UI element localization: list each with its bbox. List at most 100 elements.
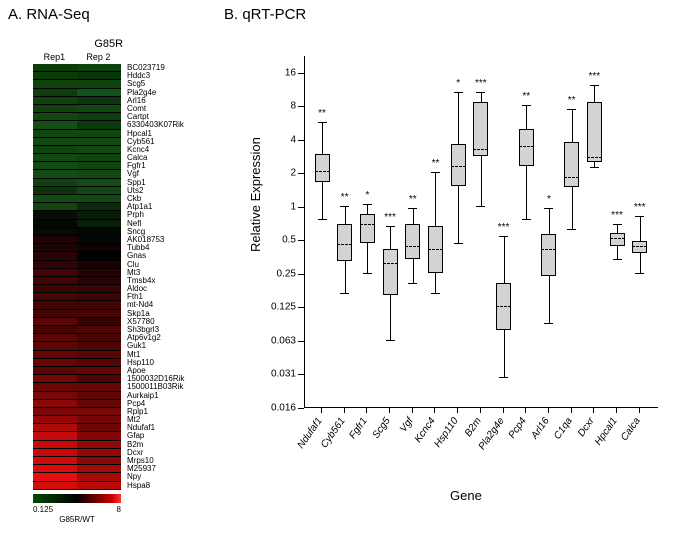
box-Hpcal1: *** <box>610 55 625 407</box>
box-Calca: *** <box>632 55 647 407</box>
heatmap-cell <box>33 383 77 391</box>
panel-b-label: B. qRT-PCR <box>224 6 306 23</box>
significance-mark: *** <box>588 71 600 82</box>
heatmap-cell <box>77 482 121 490</box>
y-tick-label: 1 <box>258 201 296 212</box>
x-tick <box>480 408 481 413</box>
heatmap-cell <box>77 326 121 334</box>
heatmap-cell <box>77 97 121 105</box>
x-tick <box>412 408 413 413</box>
significance-mark: ** <box>522 91 530 102</box>
heatmap-cell <box>33 367 77 375</box>
y-tick <box>298 374 304 375</box>
heatmap-cell <box>77 170 121 178</box>
y-tick-label: 2 <box>258 168 296 179</box>
y-tick-label: 0.125 <box>258 302 296 313</box>
heatmap-cell <box>33 80 77 88</box>
significance-mark: *** <box>611 210 623 221</box>
x-label: Arl16 <box>529 416 551 441</box>
heatmap-cell <box>77 80 121 88</box>
heatmap-cell <box>33 261 77 269</box>
scale-label: G85R/WT <box>33 515 121 524</box>
significance-mark: ** <box>432 158 440 169</box>
heatmap-cell <box>77 130 121 138</box>
heatmap-cell <box>77 432 121 440</box>
heatmap-cell <box>77 334 121 342</box>
heatmap-cell <box>33 482 77 490</box>
box-Hsp110: * <box>451 55 466 407</box>
y-tick-label: 0.5 <box>258 235 296 246</box>
x-tick <box>548 408 549 413</box>
heatmap-cell <box>33 187 77 195</box>
heatmap-cell <box>33 400 77 408</box>
x-tick <box>639 408 640 413</box>
heatmap-cell <box>33 64 77 72</box>
y-tick <box>298 73 304 74</box>
x-axis-title: Gene <box>450 488 482 503</box>
heatmap-cell <box>77 375 121 383</box>
heatmap-col-labels: Rep1 Rep 2 <box>33 52 121 62</box>
x-tick <box>571 408 572 413</box>
heatmap-scale: 0.125 8 G85R/WT <box>33 494 121 524</box>
heatmap-cell <box>33 351 77 359</box>
heatmap-cell <box>77 465 121 473</box>
box-Dcxr: *** <box>587 55 602 407</box>
box-Fgfr1: * <box>360 55 375 407</box>
y-tick <box>298 240 304 241</box>
heatmap-col-2: Rep 2 <box>86 52 110 62</box>
y-tick <box>298 140 304 141</box>
heatmap-cell <box>77 244 121 252</box>
heatmap-cell <box>77 408 121 416</box>
y-tick-label: 4 <box>258 134 296 145</box>
y-tick-label: 0.031 <box>258 369 296 380</box>
heatmap-cell <box>77 261 121 269</box>
heatmap-cell <box>77 318 121 326</box>
heatmap-rep2 <box>77 64 121 490</box>
heatmap-cell <box>33 146 77 154</box>
heatmap-col-1: Rep1 <box>44 52 66 62</box>
heatmap-cell <box>33 457 77 465</box>
heatmap-cell <box>77 146 121 154</box>
x-tick <box>525 408 526 413</box>
x-label: Pcp4 <box>507 416 529 441</box>
heatmap-cell <box>33 334 77 342</box>
heatmap-cell <box>33 130 77 138</box>
heatmap-cell <box>33 113 77 121</box>
heatmap-cell <box>77 424 121 432</box>
box-B2m: *** <box>473 55 488 407</box>
heatmap-cell <box>77 195 121 203</box>
heatmap-cell <box>77 285 121 293</box>
x-label: B2m <box>463 416 484 439</box>
heatmap-cell <box>33 220 77 228</box>
boxplot-chart: Relative Expression Gene ***************… <box>250 42 670 502</box>
heatmap-cell <box>33 244 77 252</box>
heatmap-cell <box>33 203 77 211</box>
x-tick <box>366 408 367 413</box>
heatmap-title: G85R <box>33 38 184 50</box>
heatmap-cell <box>33 473 77 481</box>
y-tick-label: 16 <box>258 67 296 78</box>
significance-mark: ** <box>341 192 349 203</box>
heatmap-cell <box>77 203 121 211</box>
heatmap-cell <box>77 187 121 195</box>
heatmap-cell <box>77 473 121 481</box>
heatmap-cell <box>77 277 121 285</box>
heatmap-cell <box>33 326 77 334</box>
x-tick <box>457 408 458 413</box>
significance-mark: * <box>365 190 369 201</box>
x-label: Vgf <box>398 416 416 435</box>
significance-mark: * <box>547 194 551 205</box>
x-label: Hpcal1 <box>593 416 620 448</box>
heatmap-cell <box>77 293 121 301</box>
heatmap-cell <box>77 236 121 244</box>
heatmap-cell <box>33 72 77 80</box>
heatmap-cell <box>33 269 77 277</box>
box-Vgf: ** <box>405 55 420 407</box>
heatmap-cell <box>77 351 121 359</box>
box-Pcp4: ** <box>519 55 534 407</box>
heatmap-cell <box>33 310 77 318</box>
y-tick-label: 8 <box>258 101 296 112</box>
heatmap-cell <box>77 228 121 236</box>
heatmap-cell <box>77 113 121 121</box>
y-tick <box>298 274 304 275</box>
